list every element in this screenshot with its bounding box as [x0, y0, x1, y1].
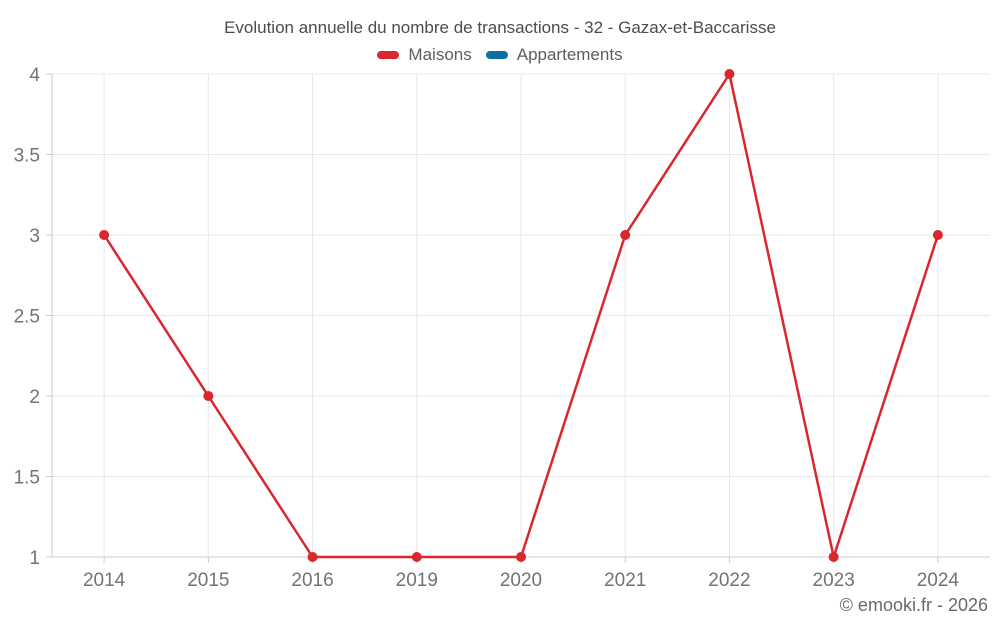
axis-labels: 1 1.5 2 2.5 3 3.5 4 2014 2015 2016 2019 2020 2021 202…	[14, 65, 960, 591]
maisons-data-point[interactable]	[411, 552, 422, 562]
legend-label-maisons: Maisons	[408, 45, 472, 64]
x-tick-label: 2022	[708, 570, 750, 591]
series	[99, 69, 943, 562]
legend-item-maisons[interactable]: Maisons	[377, 45, 472, 65]
gridlines	[52, 73, 990, 558]
y-tick-label: 2	[29, 387, 40, 408]
x-tick-label: 2014	[83, 570, 126, 591]
maisons-data-point[interactable]	[828, 552, 839, 562]
appartements-swatch	[485, 51, 508, 59]
x-tick-label: 2015	[187, 570, 229, 591]
axes	[46, 73, 990, 563]
y-tick-label: 3	[29, 226, 40, 247]
legend: Maisons Appartements	[0, 45, 1000, 65]
maisons-data-point[interactable]	[932, 230, 943, 240]
y-tick-label: 2.5	[14, 307, 40, 328]
maisons-swatch	[377, 51, 400, 59]
x-tick-label: 2020	[500, 570, 542, 591]
y-tick-label: 1.5	[14, 468, 40, 489]
x-tick-label: 2021	[604, 570, 646, 591]
maisons-data-point[interactable]	[724, 69, 735, 79]
x-tick-label: 2019	[396, 570, 438, 591]
y-tick-label: 4	[29, 65, 40, 86]
chart-title: Evolution annuelle du nombre de transact…	[224, 18, 776, 37]
maisons-data-point[interactable]	[516, 552, 526, 562]
x-tick-label: 2016	[291, 570, 333, 591]
maisons-data-point[interactable]	[203, 391, 214, 401]
y-tick-label: 1	[29, 548, 40, 569]
legend-label-appartements: Appartements	[516, 45, 623, 64]
y-tick-label: 3.5	[14, 146, 40, 167]
x-tick-label: 2024	[917, 570, 960, 591]
x-tick-label: 2023	[813, 570, 855, 591]
maisons-data-point[interactable]	[307, 552, 318, 562]
legend-item-appartements[interactable]: Appartements	[485, 45, 623, 65]
watermark: © emooki.fr - 2026	[839, 595, 988, 615]
maisons-data-point[interactable]	[620, 230, 631, 240]
maisons-data-point[interactable]	[99, 230, 110, 240]
